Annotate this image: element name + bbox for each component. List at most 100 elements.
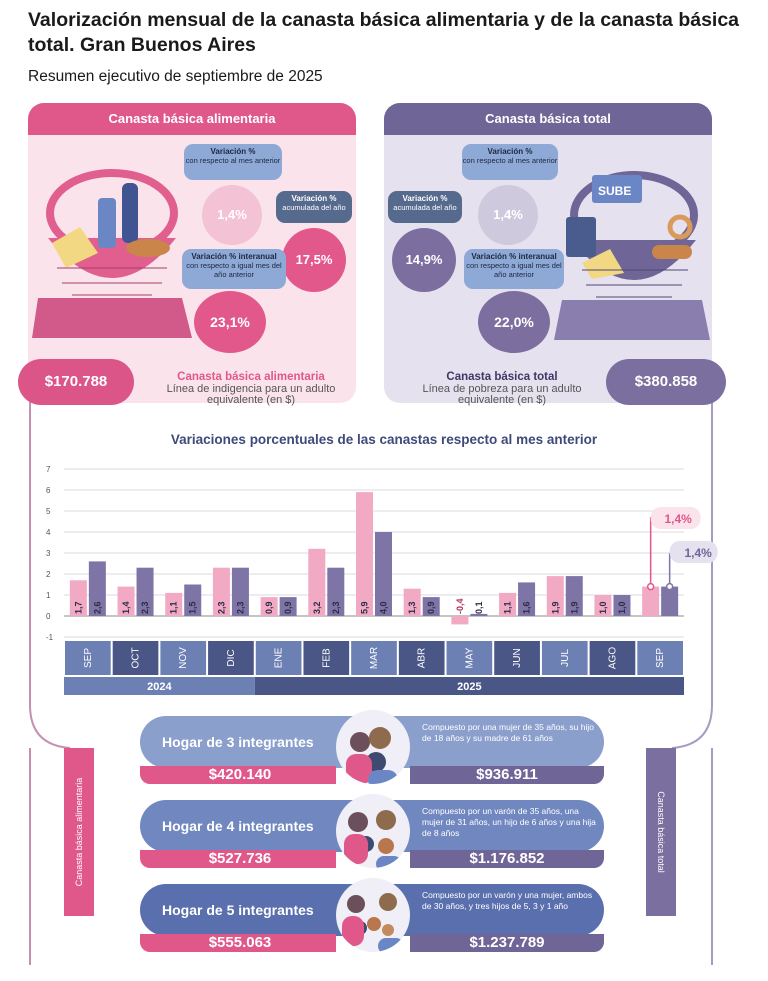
bar-cba [451,616,469,625]
bar-cba [260,597,278,616]
bar-cbt [565,576,583,616]
y-tick-label: -1 [46,633,54,642]
x-axis-cell [351,641,397,675]
bar-cbt [661,586,679,616]
family-3-icon [336,710,410,784]
data-label: 4,0 [379,601,389,614]
bar-cbt [375,532,392,616]
cbt-interanual-box: Variación % interanual con respecto a ig… [464,249,564,289]
year-label: 2025 [457,681,481,693]
bar-cba [308,548,326,616]
x-axis-cell [255,641,302,675]
x-axis-cell [494,641,540,675]
data-label: 1,3 [407,601,417,614]
callout-dot [665,582,674,591]
x-tick-label: DIC [226,649,237,666]
food-basket-icon [32,169,192,338]
x-tick-label: FEB [321,648,332,668]
bar-cbt [422,597,440,616]
household-4-cba-value: $527.736 [208,850,272,867]
cba-acumulada-value: 17,5% [282,228,346,292]
data-label: 0,9 [283,601,293,614]
household-5-cba-bar [140,934,336,952]
x-axis-cell [208,641,254,675]
cba-cost-desc: Línea de indigencia para un adulto equiv… [166,383,336,406]
family-5-icon [336,878,410,952]
data-label: 1,7 [73,601,83,614]
x-axis-cell [637,641,683,675]
data-label: 0,9 [426,601,436,614]
y-tick-label: 0 [46,612,51,621]
x-tick-label: ENE [274,647,285,668]
bar-cba [356,492,373,616]
data-label: 2,3 [140,601,150,614]
data-label: 1,6 [522,601,532,614]
sube-card-text: SUBE [598,184,631,198]
cbt-mensual-value: 1,4% [478,185,538,245]
data-label: 2,3 [331,601,341,614]
data-label: 5,9 [360,601,370,614]
cba-acumulada-desc: acumulada del año [282,203,346,212]
cbt-mensual-label: Variación % [487,147,533,156]
data-label: 2,3 [216,601,226,614]
cbt-mensual-box: Variación % con respecto al mes anterior [462,144,558,180]
y-tick-label: 1 [46,591,51,600]
household-5-name: Hogar de 5 integrantes [162,902,314,918]
household-3: Hogar de 3 integrantes Compuesto por una… [140,710,604,796]
x-tick-label: ABR [417,648,428,669]
bar-cba [403,588,421,616]
cbt-panel: Canasta básica total Variación % con res… [384,103,712,403]
y-tick-label: 5 [46,507,51,516]
cbt-acumulada-box: Variación % acumulada del año [388,191,462,223]
bar-chart: -1 0 1 2 3 4 5 6 7 SEP OCT NOV DIC ENE FEB MAR ABR MAY JUN… [46,465,718,695]
data-label: -0,4 [455,598,465,614]
x-axis-cell [160,641,207,675]
callout-label: 1,4% [664,512,692,526]
cba-panel: Canasta básica alimentaria Variación % c… [28,103,356,403]
year-label: 2024 [147,681,172,693]
side-tab-cba: Canasta básica alimentaria [64,748,94,916]
bar-cba [117,586,135,616]
data-label: 0,9 [264,601,274,614]
cba-mensual-label: Variación % [210,147,256,156]
data-label: 1,9 [550,601,560,614]
household-3-cba-bar [140,766,336,784]
household-3-cbt-bar [410,766,604,784]
cba-interanual-box: Variación % interanual con respecto a ig… [182,249,286,289]
cbt-panel-header: Canasta básica total [384,103,712,135]
cba-cost-caption: Canasta básica alimentaria Línea de indi… [158,371,344,406]
x-axis-cell [589,641,636,675]
household-4-cba-bar [140,850,336,868]
cba-cost-title: Canasta básica alimentaria [177,371,325,383]
y-tick-label: 7 [46,465,51,474]
year-band [254,677,684,695]
data-label: 2,3 [235,601,245,614]
data-label: 1,1 [503,601,513,614]
side-tab-cbt-label: Canasta básica total [656,791,666,873]
bar-cbt [613,595,631,616]
cbt-cost-desc: Línea de pobreza para un adulto equivale… [422,383,582,406]
cbt-interanual-desc: con respecto a igual mes del año anterio… [466,261,562,279]
cbt-interanual-label: Variación % interanual [471,252,557,261]
household-5-cbt-bar [410,934,604,952]
x-axis-cell [541,641,588,675]
data-label: 1,5 [188,601,198,614]
cba-interanual-value: 23,1% [194,291,266,353]
bar-cbt [231,567,249,616]
x-tick-label: MAY [464,647,475,668]
x-tick-label: SEP [83,648,94,668]
bar-cbt [518,582,536,616]
cbt-interanual-value: 22,0% [478,291,550,353]
page-title: Valorización mensual de la canasta básic… [28,9,740,56]
data-label: 3,2 [312,601,322,614]
x-axis-cell [446,641,493,675]
cba-acumulada-label: Variación % [291,194,337,203]
callout-box [650,507,701,529]
data-label: 1,4 [121,601,131,614]
y-tick-label: 4 [46,528,51,537]
data-label: 0,1 [474,601,484,614]
cbt-acumulada-value: 14,9% [392,228,456,292]
y-tick-label: 2 [46,570,51,579]
x-axis-cell [112,641,159,675]
